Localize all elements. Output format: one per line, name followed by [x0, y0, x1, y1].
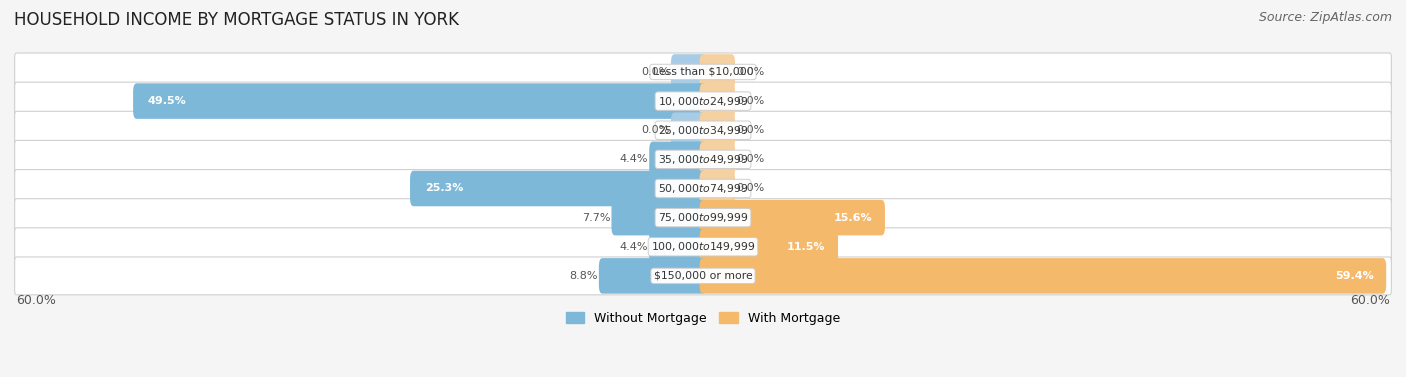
- Text: 25.3%: 25.3%: [425, 184, 464, 193]
- FancyBboxPatch shape: [700, 171, 735, 206]
- FancyBboxPatch shape: [700, 142, 735, 177]
- FancyBboxPatch shape: [671, 112, 706, 148]
- Text: 60.0%: 60.0%: [17, 294, 56, 307]
- Text: 59.4%: 59.4%: [1334, 271, 1374, 281]
- Text: 8.8%: 8.8%: [569, 271, 598, 281]
- Text: $75,000 to $99,999: $75,000 to $99,999: [658, 211, 748, 224]
- FancyBboxPatch shape: [650, 142, 706, 177]
- FancyBboxPatch shape: [700, 83, 735, 119]
- Text: 60.0%: 60.0%: [1350, 294, 1389, 307]
- Text: $150,000 or more: $150,000 or more: [654, 271, 752, 281]
- FancyBboxPatch shape: [700, 229, 838, 265]
- Text: 0.0%: 0.0%: [737, 96, 765, 106]
- Text: 7.7%: 7.7%: [582, 213, 610, 223]
- Text: $10,000 to $24,999: $10,000 to $24,999: [658, 95, 748, 107]
- FancyBboxPatch shape: [14, 82, 1392, 120]
- FancyBboxPatch shape: [14, 53, 1392, 91]
- Text: 0.0%: 0.0%: [641, 125, 669, 135]
- Text: 0.0%: 0.0%: [737, 154, 765, 164]
- FancyBboxPatch shape: [14, 228, 1392, 266]
- FancyBboxPatch shape: [411, 171, 706, 206]
- FancyBboxPatch shape: [14, 111, 1392, 149]
- FancyBboxPatch shape: [700, 112, 735, 148]
- Text: 0.0%: 0.0%: [737, 125, 765, 135]
- Text: $50,000 to $74,999: $50,000 to $74,999: [658, 182, 748, 195]
- FancyBboxPatch shape: [612, 200, 706, 235]
- FancyBboxPatch shape: [671, 54, 706, 90]
- Text: 11.5%: 11.5%: [787, 242, 825, 252]
- Text: 0.0%: 0.0%: [737, 67, 765, 77]
- FancyBboxPatch shape: [650, 229, 706, 265]
- Text: Less than $10,000: Less than $10,000: [652, 67, 754, 77]
- FancyBboxPatch shape: [700, 258, 1386, 294]
- Text: HOUSEHOLD INCOME BY MORTGAGE STATUS IN YORK: HOUSEHOLD INCOME BY MORTGAGE STATUS IN Y…: [14, 11, 460, 29]
- FancyBboxPatch shape: [700, 54, 735, 90]
- FancyBboxPatch shape: [599, 258, 706, 294]
- FancyBboxPatch shape: [700, 200, 884, 235]
- Legend: Without Mortgage, With Mortgage: Without Mortgage, With Mortgage: [561, 307, 845, 330]
- Text: 15.6%: 15.6%: [834, 213, 872, 223]
- Text: $35,000 to $49,999: $35,000 to $49,999: [658, 153, 748, 166]
- Text: 49.5%: 49.5%: [148, 96, 187, 106]
- FancyBboxPatch shape: [14, 199, 1392, 236]
- Text: $100,000 to $149,999: $100,000 to $149,999: [651, 240, 755, 253]
- FancyBboxPatch shape: [14, 257, 1392, 295]
- Text: Source: ZipAtlas.com: Source: ZipAtlas.com: [1258, 11, 1392, 24]
- FancyBboxPatch shape: [134, 83, 706, 119]
- Text: 0.0%: 0.0%: [737, 184, 765, 193]
- Text: 0.0%: 0.0%: [641, 67, 669, 77]
- FancyBboxPatch shape: [14, 140, 1392, 178]
- FancyBboxPatch shape: [14, 170, 1392, 207]
- Text: 4.4%: 4.4%: [620, 242, 648, 252]
- Text: 4.4%: 4.4%: [620, 154, 648, 164]
- Text: $25,000 to $34,999: $25,000 to $34,999: [658, 124, 748, 137]
